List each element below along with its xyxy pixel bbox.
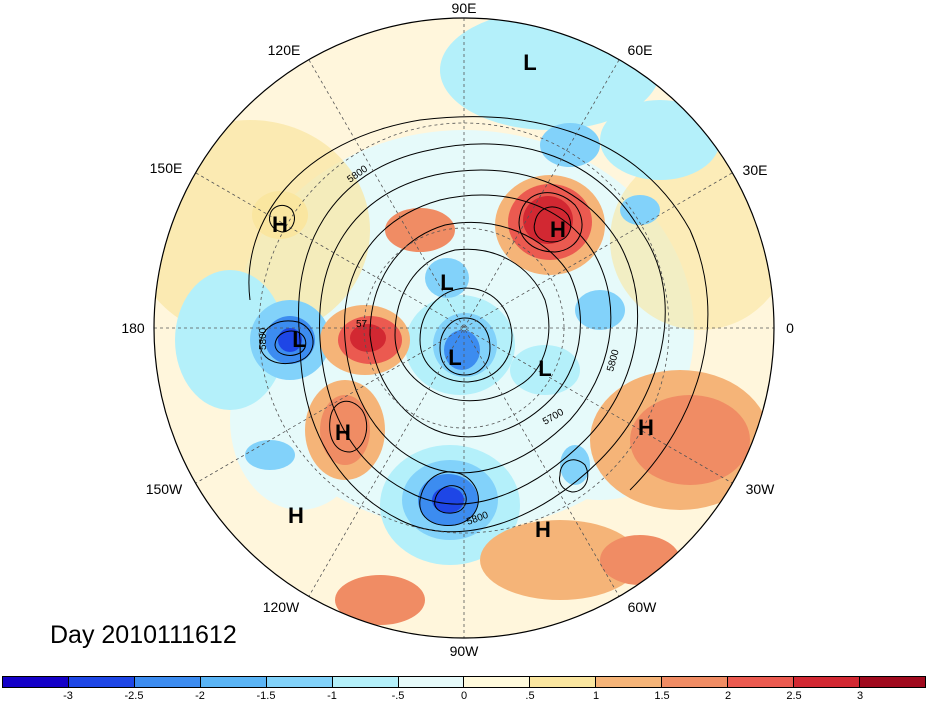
low-label-pacific: L bbox=[292, 327, 305, 352]
low-label-arctic: L bbox=[440, 270, 453, 295]
contour-label: 5800 bbox=[258, 327, 269, 350]
high-label-caribbean: H bbox=[535, 517, 551, 542]
colorbar-tick-label: 1 bbox=[592, 690, 600, 702]
lon-label-0: 0 bbox=[786, 320, 794, 336]
contour-label: 57 bbox=[356, 319, 368, 330]
lon-label-90w: 90W bbox=[450, 643, 480, 659]
colorbar-segment bbox=[728, 677, 795, 687]
colorbar-labels: -3 -2.5 -2 -1.5 -1 -.5 0 .5 1 1.5 2 2.5 3 bbox=[2, 690, 926, 702]
lon-label-150e: 150E bbox=[150, 160, 183, 176]
lon-label-60e: 60E bbox=[628, 42, 653, 58]
lon-label-30w: 30W bbox=[746, 481, 776, 497]
colorbar-tick-label: 2.5 bbox=[786, 690, 802, 702]
colorbar-segment bbox=[794, 677, 860, 687]
colorbar-segment bbox=[596, 677, 663, 687]
day-title: Day 2010111612 bbox=[50, 621, 237, 649]
colorbar-tick-label: -3 bbox=[63, 690, 73, 702]
pressure-center-labels: L H H L L L L H H H H bbox=[272, 50, 654, 542]
high-label-east-pacific: H bbox=[288, 503, 304, 528]
lon-label-180: 180 bbox=[121, 320, 145, 336]
lon-label-120w: 120W bbox=[263, 599, 300, 615]
lon-label-150w: 150W bbox=[146, 481, 183, 497]
high-label-atlantic: H bbox=[638, 415, 654, 440]
longitude-labels: 90E 60E 30E 0 30W 60W 90W 120W 150W 180 … bbox=[121, 0, 794, 659]
low-label-north: L bbox=[523, 50, 536, 75]
high-label-alaska: H bbox=[335, 420, 351, 445]
colorbar-segment bbox=[134, 677, 201, 687]
anomaly-shading bbox=[154, 18, 774, 625]
colorbar-tick-label: -2.5 bbox=[124, 690, 144, 702]
colorbar-tick-label: 2 bbox=[724, 690, 732, 702]
colorbar-segment bbox=[68, 677, 135, 687]
colorbar-tick-label: -2 bbox=[195, 690, 205, 702]
lon-label-60w: 60W bbox=[628, 599, 658, 615]
high-label-siberia: H bbox=[550, 217, 566, 242]
lon-label-120e: 120E bbox=[268, 42, 301, 58]
colorbar-tick-label: .5 bbox=[525, 690, 535, 702]
colorbar-segment bbox=[200, 677, 267, 687]
lon-label-90e: 90E bbox=[452, 0, 477, 16]
colorbar-segment bbox=[464, 677, 531, 687]
colorbar-segment bbox=[266, 677, 333, 687]
low-label-pole: L bbox=[448, 345, 461, 370]
graticule bbox=[154, 18, 774, 638]
colorbar-tick-label: 3 bbox=[856, 690, 864, 702]
colorbar-tick-label: -.5 bbox=[391, 690, 405, 702]
map-border bbox=[153, 17, 775, 639]
colorbar-segment bbox=[3, 677, 69, 687]
colorbar bbox=[2, 676, 926, 688]
colorbar-tick-label: 0 bbox=[460, 690, 468, 702]
colorbar-segment bbox=[859, 677, 925, 687]
colorbar-segment bbox=[530, 677, 597, 687]
colorbar-segment bbox=[398, 677, 465, 687]
lon-label-30e: 30E bbox=[743, 162, 768, 178]
colorbar-tick-label: -1.5 bbox=[256, 690, 276, 702]
colorbar-tick-label: 1.5 bbox=[654, 690, 670, 702]
high-label-west-pacific: H bbox=[272, 212, 288, 237]
height-contours bbox=[248, 116, 709, 533]
colorbar-tick-label: -1 bbox=[327, 690, 337, 702]
low-label-greenland: L bbox=[538, 356, 551, 381]
colorbar-segment bbox=[662, 677, 729, 687]
colorbar-segment bbox=[332, 677, 399, 687]
